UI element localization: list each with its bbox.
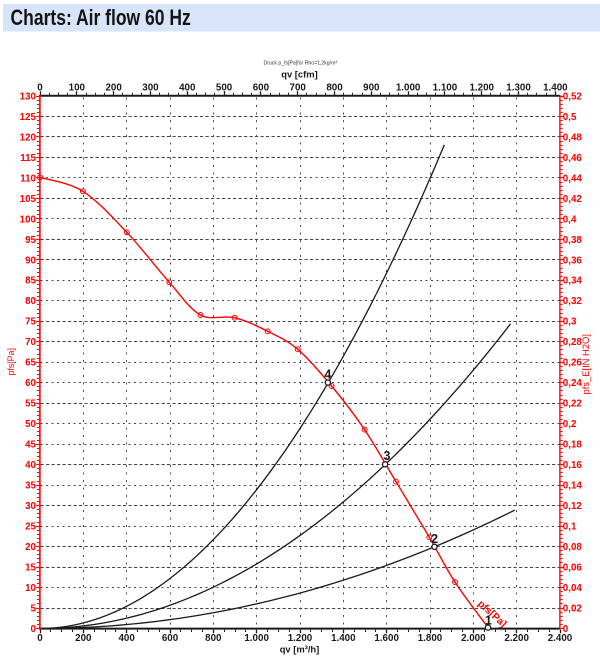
svg-text:qv [cfm]: qv [cfm] <box>281 69 317 80</box>
svg-text:0,18: 0,18 <box>563 440 583 451</box>
svg-text:1.300: 1.300 <box>506 83 531 94</box>
svg-text:3: 3 <box>384 449 391 463</box>
svg-text:1.400: 1.400 <box>331 633 356 644</box>
svg-text:95: 95 <box>25 235 36 246</box>
svg-text:5: 5 <box>31 603 37 614</box>
svg-text:200: 200 <box>105 83 122 94</box>
svg-text:400: 400 <box>179 83 196 94</box>
svg-text:500: 500 <box>216 83 233 94</box>
svg-text:110: 110 <box>20 173 36 184</box>
svg-text:60: 60 <box>25 378 36 389</box>
svg-text:300: 300 <box>142 83 159 94</box>
svg-text:1.000: 1.000 <box>244 633 269 644</box>
svg-text:75: 75 <box>25 317 36 328</box>
svg-text:20: 20 <box>25 542 36 553</box>
svg-text:Druck p_fs[Pa]für Rho=1,2kg/m³: Druck p_fs[Pa]für Rho=1,2kg/m³ <box>264 60 338 66</box>
svg-text:0,04: 0,04 <box>563 583 583 594</box>
svg-text:1.800: 1.800 <box>418 633 443 644</box>
svg-text:25: 25 <box>25 522 36 533</box>
svg-text:0,14: 0,14 <box>563 481 583 492</box>
svg-text:0,24: 0,24 <box>563 378 583 389</box>
svg-text:0,36: 0,36 <box>563 255 583 266</box>
svg-text:600: 600 <box>253 83 270 94</box>
svg-text:600: 600 <box>162 633 179 644</box>
svg-text:0,3: 0,3 <box>563 317 577 328</box>
svg-text:15: 15 <box>25 562 36 573</box>
svg-text:pfs_E[IN H2O]: pfs_E[IN H2O] <box>580 334 591 394</box>
svg-text:0,16: 0,16 <box>563 460 583 471</box>
svg-text:800: 800 <box>326 83 343 94</box>
svg-text:2: 2 <box>431 532 438 546</box>
svg-text:100: 100 <box>20 214 37 225</box>
svg-text:115: 115 <box>20 153 36 164</box>
svg-text:2.200: 2.200 <box>504 633 529 644</box>
svg-text:0,48: 0,48 <box>563 132 583 143</box>
svg-text:1.100: 1.100 <box>433 83 458 94</box>
svg-text:2.400: 2.400 <box>548 633 573 644</box>
svg-text:45: 45 <box>25 440 36 451</box>
svg-text:0,28: 0,28 <box>563 337 583 348</box>
svg-text:900: 900 <box>363 83 380 94</box>
svg-text:0,02: 0,02 <box>563 603 583 614</box>
svg-text:125: 125 <box>20 112 37 123</box>
svg-text:800: 800 <box>205 633 222 644</box>
svg-text:700: 700 <box>290 83 307 94</box>
svg-text:200: 200 <box>75 633 92 644</box>
svg-text:2.000: 2.000 <box>461 633 486 644</box>
svg-text:50: 50 <box>25 419 36 430</box>
svg-text:qv [m³/h]: qv [m³/h] <box>280 643 320 654</box>
svg-text:40: 40 <box>25 460 36 471</box>
svg-text:1.200: 1.200 <box>288 633 313 644</box>
svg-text:0,4: 0,4 <box>563 214 577 225</box>
svg-text:105: 105 <box>20 194 37 205</box>
svg-text:100: 100 <box>69 83 86 94</box>
svg-text:0: 0 <box>37 83 43 94</box>
svg-text:0,2: 0,2 <box>563 419 577 430</box>
svg-text:4: 4 <box>324 367 331 381</box>
svg-text:Charts: Air flow 60 Hz: Charts: Air flow 60 Hz <box>11 6 191 31</box>
svg-text:0,12: 0,12 <box>563 501 583 512</box>
svg-text:0,22: 0,22 <box>563 399 583 410</box>
svg-text:400: 400 <box>118 633 135 644</box>
svg-text:120: 120 <box>20 132 37 143</box>
svg-text:0,46: 0,46 <box>563 153 583 164</box>
svg-text:55: 55 <box>25 399 36 410</box>
svg-text:30: 30 <box>25 501 36 512</box>
svg-text:pfs[Pa]: pfs[Pa] <box>6 348 16 375</box>
svg-text:0,52: 0,52 <box>563 91 583 102</box>
svg-text:35: 35 <box>25 481 36 492</box>
svg-text:65: 65 <box>25 358 36 369</box>
svg-text:1.600: 1.600 <box>374 633 399 644</box>
svg-text:1: 1 <box>485 613 492 627</box>
svg-text:0,34: 0,34 <box>563 276 583 287</box>
svg-text:80: 80 <box>25 296 36 307</box>
svg-text:1.400: 1.400 <box>543 83 568 94</box>
svg-text:0,42: 0,42 <box>563 194 583 205</box>
svg-text:0: 0 <box>37 633 43 644</box>
svg-text:0,38: 0,38 <box>563 235 583 246</box>
svg-text:70: 70 <box>25 337 36 348</box>
svg-text:1.000: 1.000 <box>396 83 421 94</box>
svg-text:0,1: 0,1 <box>563 522 577 533</box>
svg-text:0: 0 <box>563 624 569 635</box>
svg-text:0,5: 0,5 <box>563 112 577 123</box>
svg-text:0,08: 0,08 <box>563 542 583 553</box>
svg-text:10: 10 <box>25 583 36 594</box>
svg-text:1.200: 1.200 <box>469 83 494 94</box>
svg-text:0,26: 0,26 <box>563 358 583 369</box>
svg-text:0,44: 0,44 <box>563 173 583 184</box>
svg-text:130: 130 <box>20 91 37 102</box>
svg-text:90: 90 <box>25 255 36 266</box>
svg-text:85: 85 <box>25 276 36 287</box>
svg-text:0,32: 0,32 <box>563 296 583 307</box>
svg-text:0,06: 0,06 <box>563 562 583 573</box>
svg-text:0: 0 <box>31 624 37 635</box>
